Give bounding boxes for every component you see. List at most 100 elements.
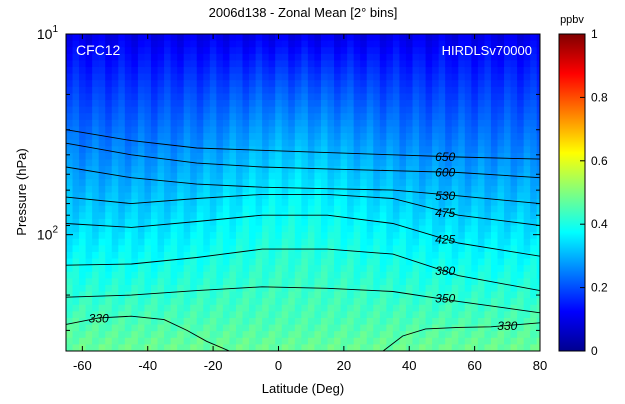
heatmap-cell — [72, 106, 80, 114]
heatmap-cell — [118, 324, 126, 332]
heatmap-cell — [235, 344, 244, 351]
heatmap-cell — [190, 34, 198, 42]
heatmap-cell — [249, 53, 257, 62]
heatmap-cell — [124, 271, 132, 279]
heatmap-cell — [307, 218, 316, 227]
heatmap-cell — [484, 291, 492, 299]
colorbar: ppbv 00.20.40.60.81 — [558, 14, 608, 358]
heatmap-cell — [497, 258, 505, 266]
heatmap-cell — [164, 298, 172, 306]
heatmap-cell — [451, 146, 459, 154]
heatmap-cell — [510, 298, 518, 306]
heatmap-cell — [464, 192, 472, 200]
heatmap-cell — [79, 100, 87, 108]
heatmap-cell — [137, 278, 146, 286]
heatmap-cell — [334, 278, 342, 286]
heatmap-cell — [281, 284, 289, 293]
heatmap-cell — [255, 106, 263, 114]
heatmap-cell — [203, 60, 211, 68]
heatmap-cell — [294, 133, 302, 141]
heatmap-cell — [523, 225, 531, 233]
heatmap-cell — [301, 291, 309, 299]
heatmap-cell — [72, 317, 80, 326]
heatmap-cell — [288, 185, 296, 194]
heatmap-cell — [131, 311, 139, 319]
heatmap-cell — [517, 218, 525, 227]
heatmap-cell — [504, 232, 512, 240]
heatmap-cell — [314, 152, 322, 161]
heatmap-cell — [425, 34, 433, 42]
heatmap-cell — [137, 324, 146, 332]
heatmap-cell — [399, 212, 407, 220]
heatmap-cell — [183, 34, 191, 42]
heatmap-cell — [222, 106, 231, 114]
heatmap-cell — [111, 278, 119, 286]
heatmap-cell — [242, 258, 250, 266]
heatmap-cell — [432, 245, 440, 253]
heatmap-cell — [183, 304, 191, 312]
heatmap-cell — [203, 317, 211, 326]
heatmap-cell — [66, 199, 74, 207]
heatmap-cell — [471, 113, 479, 121]
heatmap-cell — [216, 304, 224, 312]
heatmap-cell — [314, 93, 322, 101]
heatmap-cell — [164, 80, 172, 88]
heatmap-cell — [536, 278, 540, 286]
heatmap-cell — [530, 146, 538, 154]
heatmap-cell — [517, 126, 525, 134]
heatmap-cell — [150, 152, 159, 161]
heatmap-cell — [111, 304, 119, 312]
heatmap-cell — [517, 199, 525, 207]
heatmap-cell — [504, 199, 512, 207]
heatmap-cell — [92, 34, 100, 42]
heatmap-cell — [275, 119, 283, 128]
heatmap-cell — [451, 205, 459, 213]
heatmap-cell — [222, 238, 231, 246]
heatmap-cell — [235, 139, 244, 147]
heatmap-cell — [497, 139, 505, 147]
heatmap-cell — [314, 212, 322, 220]
heatmap-cell — [523, 80, 531, 88]
heatmap-cell — [307, 284, 316, 293]
heatmap-cell — [327, 106, 335, 114]
heatmap-cell — [360, 93, 368, 101]
heatmap-cell — [451, 278, 459, 286]
heatmap-cell — [379, 106, 387, 114]
heatmap-cell — [334, 119, 342, 128]
heatmap-cell — [451, 311, 459, 319]
heatmap-cell — [131, 34, 139, 42]
heatmap-cell — [72, 179, 80, 187]
heatmap-cell — [425, 67, 433, 75]
heatmap-cell — [183, 225, 191, 233]
heatmap-cell — [275, 205, 283, 213]
heatmap-cell — [242, 73, 250, 81]
heatmap-cell — [530, 192, 538, 200]
heatmap-cell — [98, 159, 106, 167]
heatmap-cell — [275, 53, 283, 62]
heatmap-cell — [451, 100, 459, 108]
heatmap-cell — [360, 344, 368, 351]
heatmap-cell — [209, 47, 217, 55]
heatmap-cell — [530, 133, 538, 141]
heatmap-cell — [477, 271, 486, 279]
heatmap-cell — [98, 232, 106, 240]
heatmap-cell — [118, 113, 126, 121]
heatmap-cell — [497, 34, 505, 42]
heatmap-cell — [471, 100, 479, 108]
heatmap-cell — [386, 331, 394, 339]
heatmap-cell — [222, 40, 231, 48]
heatmap-cell — [137, 67, 146, 75]
heatmap-cell — [399, 146, 407, 154]
heatmap-cell — [334, 159, 342, 167]
heatmap-cell — [490, 212, 499, 220]
heatmap-cell — [255, 218, 263, 227]
heatmap-cell — [79, 73, 87, 81]
heatmap-cell — [477, 80, 486, 88]
heatmap-cell — [530, 172, 538, 180]
heatmap-cell — [196, 67, 204, 75]
heatmap-cell — [477, 344, 486, 351]
heatmap-cell — [177, 317, 185, 326]
heatmap-cell — [118, 278, 126, 286]
heatmap-cell — [275, 86, 283, 95]
heatmap-cell — [399, 284, 407, 293]
